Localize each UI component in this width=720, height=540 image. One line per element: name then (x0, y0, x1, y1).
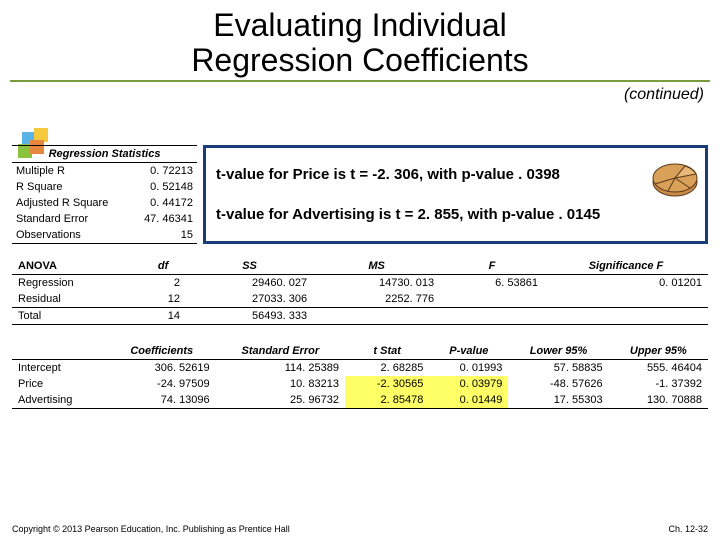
anova-title: ANOVA (12, 258, 140, 275)
anova-table: ANOVA df SS MS F Significance F Regressi… (12, 258, 708, 325)
table-row: Intercept306. 52619114. 253892. 682850. … (12, 360, 708, 377)
slide-title: Evaluating Individual Regression Coeffic… (0, 0, 720, 78)
table-row: Residual1227033. 3062252. 776 (12, 291, 708, 308)
footer: Copyright © 2013 Pearson Education, Inc.… (12, 524, 708, 534)
regression-statistics-table: Regression Statistics Multiple R0. 72213… (12, 145, 197, 244)
stats-header: Regression Statistics (12, 146, 197, 163)
t-value-callout: t-value for Price is t = -2. 306, with p… (203, 145, 708, 244)
chapter-page: Ch. 12-32 (668, 524, 708, 534)
table-row: Total1456493. 333 (12, 308, 708, 325)
table-row: Price-24. 9750910. 83213-2. 305650. 0397… (12, 376, 708, 392)
title-line1: Evaluating Individual (213, 7, 507, 43)
anova-body: Regression229460. 02714730. 0136. 538610… (12, 275, 708, 325)
coefficients-table: Coefficients Standard Error t Stat P-val… (12, 343, 708, 409)
continued-label: (continued) (0, 82, 720, 110)
callout-advertising: t-value for Advertising is t = 2. 855, w… (216, 206, 695, 223)
coef-body: Intercept306. 52619114. 253892. 682850. … (12, 360, 708, 409)
title-line2: Regression Coefficients (191, 42, 528, 78)
copyright: Copyright © 2013 Pearson Education, Inc.… (12, 524, 290, 534)
table-row: Advertising74. 1309625. 967322. 854780. … (12, 392, 708, 409)
callout-price: t-value for Price is t = -2. 306, with p… (216, 166, 695, 183)
table-row: Regression229460. 02714730. 0136. 538610… (12, 275, 708, 292)
content-area: Regression Statistics Multiple R0. 72213… (12, 145, 708, 409)
